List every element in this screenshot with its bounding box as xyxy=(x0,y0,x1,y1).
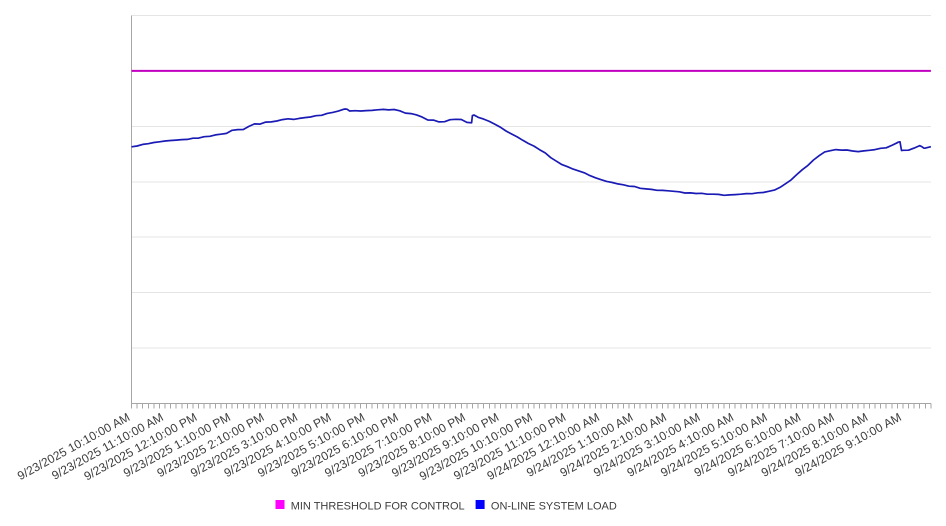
svg-text:MIN THRESHOLD FOR CONTROL: MIN THRESHOLD FOR CONTROL xyxy=(291,500,465,512)
svg-text:ON-LINE SYSTEM LOAD: ON-LINE SYSTEM LOAD xyxy=(491,500,617,512)
